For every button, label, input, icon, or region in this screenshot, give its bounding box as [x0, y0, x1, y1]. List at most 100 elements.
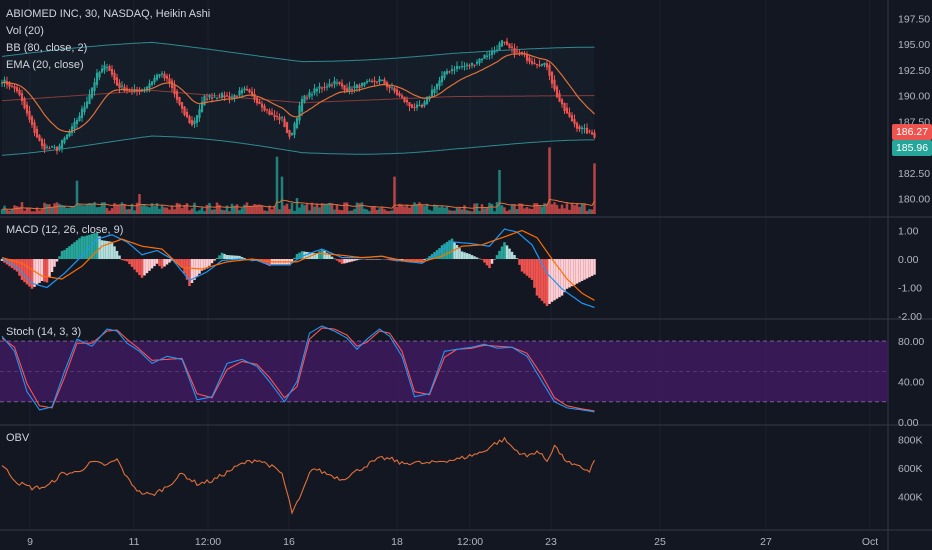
- macd-histogram-bar: [235, 255, 239, 260]
- volume-bar: [433, 204, 436, 214]
- volume-bar: [523, 208, 526, 214]
- candle-body: [238, 90, 241, 96]
- macd-histogram-bar: [578, 259, 581, 283]
- candle-body: [35, 128, 39, 138]
- candle-body: [250, 91, 254, 96]
- volume-bar: [218, 204, 221, 214]
- macd-histogram-bar: [213, 259, 216, 261]
- macd-histogram-bar: [405, 259, 409, 261]
- macd-histogram-bar: [540, 259, 544, 301]
- volume-bar: [453, 210, 456, 214]
- macd-histogram-bar: [228, 255, 231, 260]
- obv-axis-label: 400K: [898, 492, 923, 504]
- candle-body: [118, 82, 121, 89]
- volume-bar: [8, 210, 11, 214]
- bollinger-bands: [1, 41, 595, 156]
- macd-histogram-bar: [45, 259, 49, 283]
- volume-bar: [375, 210, 379, 214]
- time-axis-label: 25: [654, 536, 666, 548]
- time-axis[interactable]: 9 11 12:00 16 18 12:00 23 25 27 Oct: [27, 536, 878, 548]
- candle-body: [3, 79, 6, 83]
- macd-histogram-bar: [125, 259, 129, 262]
- volume-bar: [485, 207, 489, 214]
- volume-bar: [255, 204, 259, 214]
- macd-histogram-bar: [523, 259, 526, 274]
- volume-bar: [520, 203, 524, 214]
- macd-histogram-bar: [510, 251, 514, 260]
- candle-body: [563, 102, 566, 112]
- macd-histogram-bar: [368, 259, 371, 260]
- bollinger-fill: [2, 42, 595, 156]
- candle-body: [520, 51, 524, 54]
- macd-histogram-bar: [370, 259, 374, 260]
- macd-histogram-bar: [128, 259, 131, 265]
- macd-title[interactable]: MACD (12, 26, close, 9): [6, 224, 124, 236]
- volume-bar: [268, 205, 271, 214]
- volume-bar: [85, 204, 89, 214]
- volume-bar: [413, 202, 416, 214]
- volume-bar: [173, 209, 176, 214]
- candle-body: [183, 106, 186, 116]
- legend-volume[interactable]: Vol (20): [6, 25, 44, 37]
- volume-bar: [248, 206, 251, 214]
- volume-bar: [423, 205, 426, 214]
- volume-bar: [393, 176, 396, 214]
- candle-body: [88, 94, 91, 105]
- macd-histogram-bar: [113, 246, 116, 260]
- volume-bar: [23, 210, 26, 214]
- candle-body: [470, 62, 474, 66]
- macd-histogram-bar: [348, 259, 351, 263]
- volume-bar: [360, 202, 364, 214]
- candle-body: [473, 64, 476, 66]
- candle-body: [145, 86, 149, 90]
- legend-bollinger[interactable]: BB (80, close, 2): [6, 42, 88, 54]
- macd-histogram-bar: [168, 259, 171, 263]
- volume-bar: [68, 207, 71, 214]
- candle-body: [8, 82, 11, 87]
- candle-body: [420, 104, 424, 108]
- volume-bar: [165, 207, 169, 214]
- candle-body: [45, 146, 49, 148]
- price-axes[interactable]: 197.50195.00192.50190.00187.50185.00182.…: [898, 13, 930, 503]
- candle-body: [333, 80, 336, 85]
- volume-bar: [33, 211, 36, 214]
- volume-bar: [278, 209, 281, 214]
- volume-bar: [125, 209, 129, 214]
- macd-histogram-bar: [385, 259, 389, 260]
- candle-body: [110, 68, 114, 75]
- macd-histogram-bar: [513, 255, 516, 260]
- volume-bar: [60, 205, 64, 214]
- candle-body: [148, 83, 151, 88]
- volume-bar: [253, 204, 256, 214]
- candle-body: [103, 65, 106, 71]
- macd-histogram-bar: [185, 259, 189, 280]
- volume-bar: [228, 211, 231, 214]
- volume-bar: [565, 203, 569, 214]
- candle-body: [438, 80, 441, 87]
- macd-histogram-bar: [150, 259, 154, 269]
- signal-line: [1, 229, 595, 301]
- volume-bar: [135, 202, 139, 214]
- macd-histogram-bar: [243, 258, 246, 260]
- volume-bar: [170, 205, 174, 214]
- macd-histogram-bar: [35, 259, 39, 285]
- candle-body: [235, 95, 239, 97]
- candle-body: [303, 95, 306, 103]
- volume-bar: [563, 208, 566, 214]
- macd-histogram-bar: [110, 241, 114, 260]
- legend-ema[interactable]: EMA (20, close): [6, 59, 84, 71]
- candle-body: [50, 146, 54, 148]
- candle-body: [20, 93, 24, 102]
- obv-title[interactable]: OBV: [6, 432, 30, 444]
- candle-body: [363, 82, 366, 86]
- volume-bar: [260, 205, 264, 214]
- symbol-title[interactable]: ABIOMED INC, 30, NASDAQ, Heikin Ashi: [6, 8, 211, 20]
- volume-bar: [70, 206, 74, 214]
- candle-body: [330, 84, 334, 86]
- stoch-title[interactable]: Stoch (14, 3, 3): [6, 326, 82, 338]
- time-axis-label: 16: [283, 536, 295, 548]
- candle-body: [243, 88, 246, 91]
- macd-histogram-bar: [400, 259, 404, 261]
- volume-bar: [158, 208, 161, 214]
